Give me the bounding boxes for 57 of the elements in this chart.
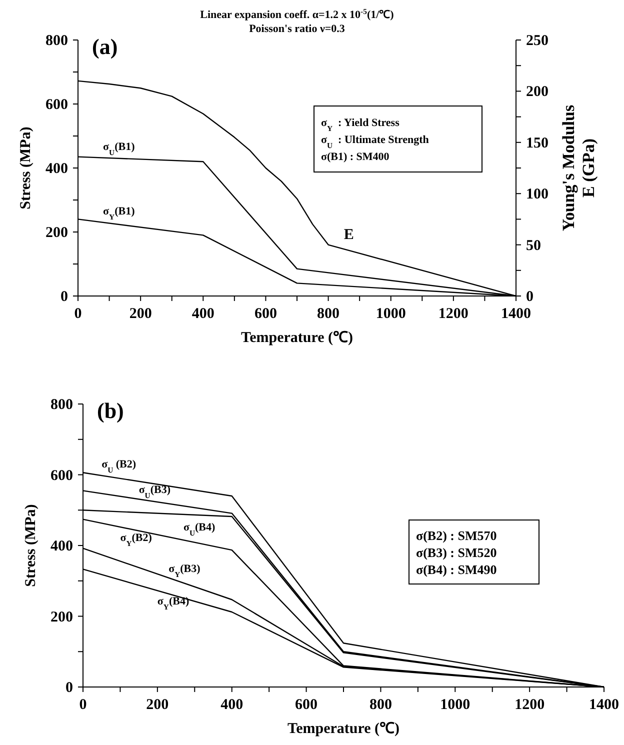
y-tick-label: 800	[46, 33, 68, 49]
series-label: σ$_{U}$(B1)	[103, 140, 136, 156]
annotation: σ(B3) : SM520	[416, 545, 497, 560]
series-label: E	[344, 227, 354, 244]
series-label: σ$_{Y}$(B2)	[120, 532, 152, 548]
y-axis-title: Stress (MPa)	[18, 126, 34, 210]
series-label: σ$_{Y}$(B3)	[168, 562, 201, 578]
y2-tick-label: 50	[526, 238, 541, 254]
series-label: σ$_{U}$(B4)	[183, 521, 216, 537]
series-label: σ$_{Y}$(B4)	[157, 596, 190, 612]
x-tick-label: 1000	[376, 306, 406, 322]
x-tick-label: 800	[317, 306, 340, 322]
y-tick-label: 600	[46, 97, 68, 113]
x-tick-label: 400	[192, 306, 214, 322]
x-tick-label: 600	[295, 697, 318, 713]
y-tick-label: 400	[50, 538, 73, 554]
x-tick-label: 1200	[438, 306, 468, 322]
y-tick-label: 0	[66, 680, 73, 696]
x-axis-title: Temperature (℃)	[287, 721, 400, 737]
y-tick-label: 0	[60, 289, 68, 305]
y-tick-label: 800	[50, 397, 73, 413]
y2-tick-label: 250	[526, 33, 548, 49]
x-tick-label: 1000	[440, 697, 470, 713]
y-tick-label: 200	[50, 609, 73, 626]
x-axis-title: Temperature (℃)	[240, 330, 354, 346]
annotation: σ(B2) : SM570	[416, 528, 497, 543]
x-tick-label: 1400	[589, 697, 619, 713]
series-label: σ$_{Y}$(B1)	[103, 205, 136, 221]
annotation: (a)	[92, 34, 118, 59]
y-tick-label: 600	[50, 468, 73, 484]
chart-title: Linear expansion coeff. α=1.2 x 10$^{-5}$(1/℃)	[200, 6, 394, 21]
x-tick-label: 200	[129, 306, 152, 322]
y2-tick-label: 0	[526, 289, 534, 305]
y-axis-title: Stress (MPa)	[23, 504, 39, 587]
y2-tick-label: 200	[526, 84, 548, 100]
series-label: σ$_{U}$ (B2)	[102, 458, 136, 474]
x-tick-label: 400	[220, 697, 244, 713]
x-tick-label: 1200	[514, 697, 545, 713]
x-tick-label: 1400	[501, 306, 531, 322]
y2-tick-label: 150	[526, 135, 548, 152]
x-tick-label: 800	[369, 697, 392, 713]
y-tick-label: 400	[46, 161, 68, 177]
y-tick-label: 200	[46, 225, 68, 241]
x-tick-label: 200	[146, 697, 169, 713]
annotation: σ$_{U}$ : Ultimate Strength	[321, 134, 429, 150]
y2-tick-label: 100	[526, 186, 548, 203]
chart-subtitle: Poisson's ratio ν=0.3	[249, 23, 346, 35]
text-box: σ$_{Y}$ : Yield Stress σ$_{U}$ : Ultimate Strength σ(B1) : SM400	[314, 106, 482, 172]
annotation: (b)	[97, 398, 124, 423]
text-box: σ(B2) : SM570 σ(B3) : SM520 σ(B4) : SM490	[408, 520, 540, 584]
annotation: σ(B1) : SM400	[321, 151, 390, 163]
y2-axis-title: Young's Modulus E (GPa)	[559, 104, 598, 232]
annotation: σ$_{Y}$ : Yield Stress	[321, 117, 400, 132]
annotation: σ(B4) : SM490	[416, 562, 497, 577]
series-label: σ$_{U}$(B3)	[138, 484, 171, 500]
x-tick-label: 600	[254, 306, 277, 322]
x-tick-label: 0	[79, 697, 87, 713]
